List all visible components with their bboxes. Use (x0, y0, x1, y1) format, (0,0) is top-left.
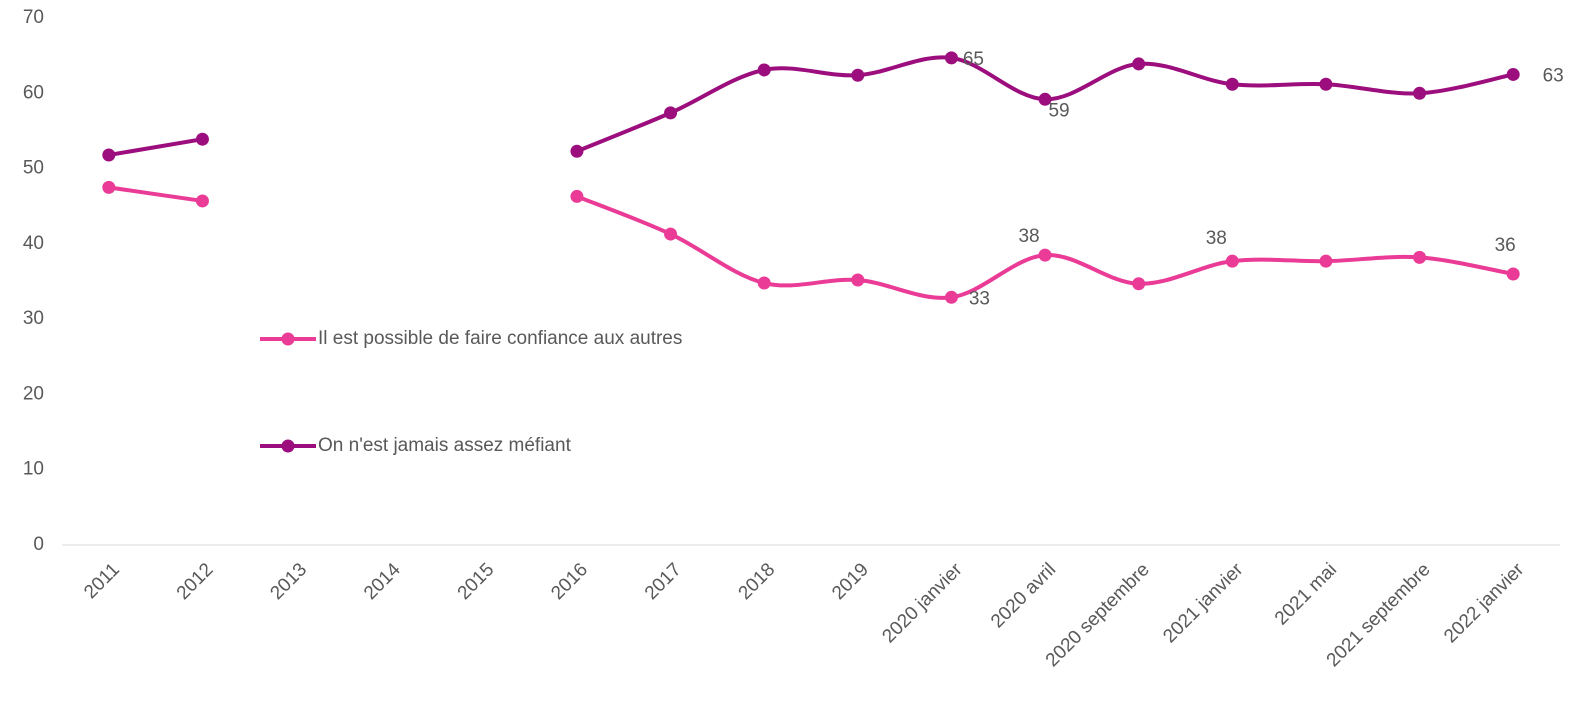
point (195, 132, 209, 146)
point (570, 189, 584, 203)
point (944, 51, 958, 65)
point (664, 106, 678, 120)
y-tick-label: 50 (23, 158, 44, 179)
point (1506, 267, 1520, 281)
data-label: 33 (969, 288, 990, 309)
y-tick-label: 40 (23, 233, 44, 254)
y-tick-label: 60 (23, 82, 44, 103)
y-tick-label: 10 (23, 459, 44, 480)
x-tick-label: 2021 janvier (1159, 559, 1248, 648)
y-tick-label: 70 (23, 7, 44, 28)
point (757, 276, 771, 290)
point (757, 63, 771, 77)
x-tick-label: 2017 (641, 559, 686, 604)
x-tick-label: 2020 septembre (1042, 559, 1154, 671)
legend-label: On n'est jamais assez méfiant (318, 435, 572, 456)
series-line (108, 185, 203, 203)
point (102, 148, 116, 162)
data-label: 38 (1018, 226, 1039, 247)
y-tick-label: 0 (33, 534, 44, 555)
x-tick-label: 2012 (173, 559, 218, 604)
point (664, 227, 678, 241)
x-tick-label: 2018 (735, 559, 780, 604)
legend-marker (281, 439, 295, 453)
series-line (108, 137, 203, 157)
x-tick-label: 2021 septembre (1323, 559, 1435, 671)
y-tick-label: 30 (23, 308, 44, 329)
point (1319, 77, 1333, 91)
legend-label: Il est possible de faire confiance aux a… (318, 328, 682, 349)
point (944, 290, 958, 304)
point (1413, 250, 1427, 264)
x-tick-label: 2019 (828, 559, 873, 604)
point (102, 180, 116, 194)
x-tick-label: 2021 mai (1271, 559, 1341, 629)
point (1038, 248, 1052, 262)
point (1413, 86, 1427, 100)
series-line (576, 194, 1514, 300)
point (1506, 67, 1520, 81)
point (195, 194, 209, 208)
data-label: 36 (1495, 235, 1516, 256)
y-tick-label: 20 (23, 383, 44, 404)
point (1132, 277, 1146, 291)
point (570, 144, 584, 158)
data-label: 65 (963, 49, 984, 70)
point (1319, 254, 1333, 268)
point (851, 273, 865, 287)
x-tick-label: 2013 (266, 559, 311, 604)
data-label: 59 (1048, 100, 1069, 121)
x-tick-label: 2015 (454, 559, 499, 604)
point (1038, 92, 1052, 106)
data-label: 38 (1206, 228, 1227, 249)
point (851, 68, 865, 82)
x-tick-label: 2011 (80, 559, 124, 603)
point (1225, 254, 1239, 268)
data-label: 63 (1543, 65, 1564, 86)
point (1132, 57, 1146, 71)
x-tick-label: 2016 (547, 559, 592, 604)
legend-marker (281, 332, 295, 346)
x-tick-label: 2020 avril (987, 559, 1060, 632)
point (1225, 77, 1239, 91)
x-tick-label: 2020 janvier (878, 559, 967, 648)
x-tick-label: 2022 janvier (1440, 559, 1529, 648)
x-tick-label: 2014 (360, 559, 405, 604)
